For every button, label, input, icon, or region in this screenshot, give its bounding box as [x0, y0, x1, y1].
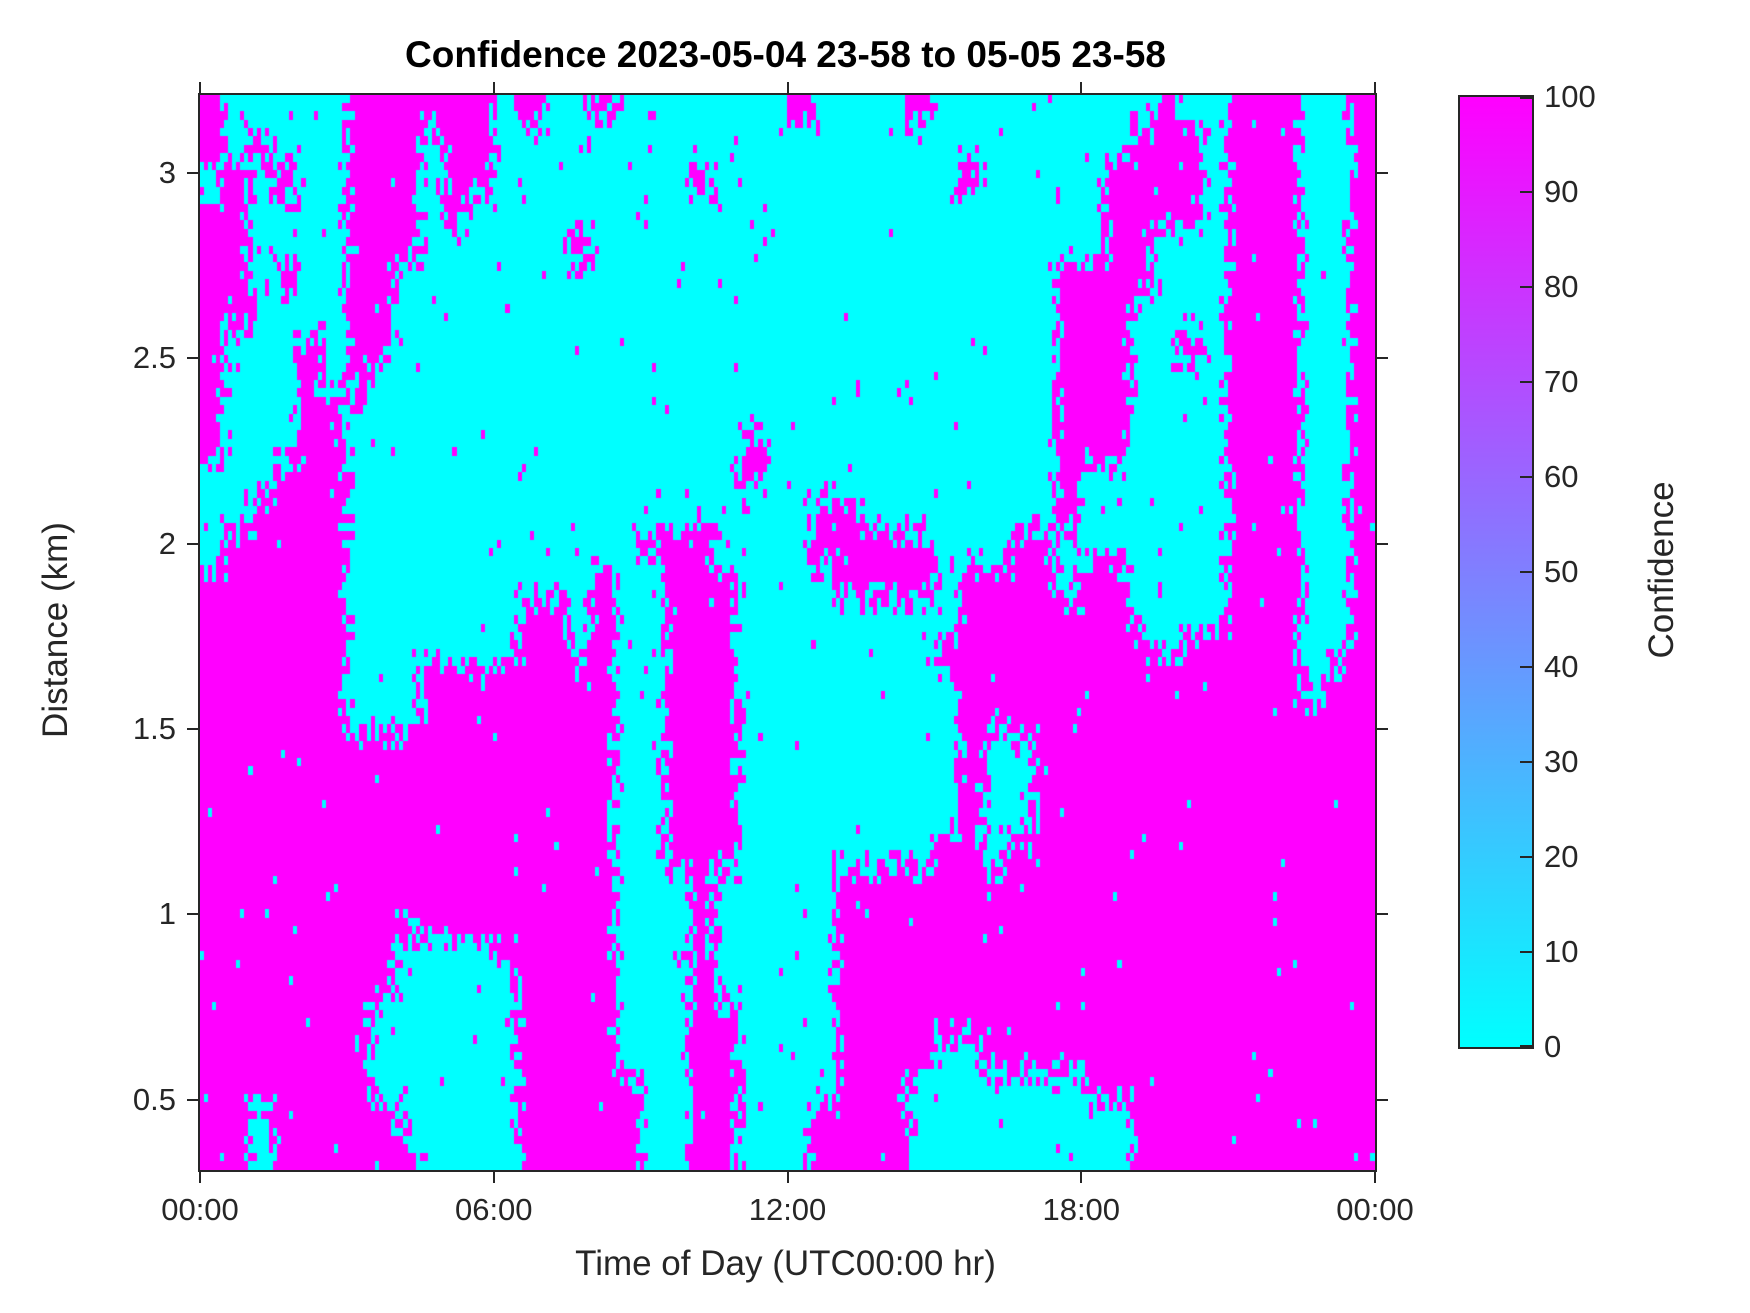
- colorbar-tick-mark: [1520, 191, 1532, 193]
- x-tick-label: 12:00: [748, 1192, 827, 1227]
- y-tick-mark: [1375, 727, 1388, 730]
- y-tick-label: 1.5: [132, 710, 176, 746]
- y-tick-label: 2: [158, 525, 176, 561]
- y-tick-mark: [187, 542, 200, 545]
- y-tick-mark: [1375, 542, 1388, 545]
- colorbar-tick-label: 50: [1544, 554, 1579, 589]
- x-tick-mark: [1080, 82, 1083, 95]
- x-tick-mark: [1374, 1170, 1376, 1183]
- x-tick-mark: [1080, 1170, 1083, 1183]
- x-tick-mark: [199, 82, 201, 95]
- y-tick-mark: [187, 727, 200, 730]
- colorbar-tick-label: 10: [1544, 934, 1579, 969]
- x-tick-label: 18:00: [1042, 1192, 1121, 1227]
- colorbar-tick-label: 20: [1544, 839, 1579, 874]
- colorbar-tick-mark: [1520, 571, 1532, 573]
- x-tick-label: 06:00: [454, 1192, 533, 1227]
- y-axis-label: Distance (km): [36, 522, 75, 738]
- y-tick-label: 3: [158, 154, 176, 190]
- x-axis-label: Time of Day (UTC00:00 hr): [575, 1244, 996, 1283]
- y-tick-mark: [187, 171, 200, 174]
- colorbar-tick-label: 80: [1544, 269, 1579, 304]
- colorbar-tick-label: 40: [1544, 649, 1579, 684]
- colorbar-tick-label: 0: [1544, 1029, 1562, 1064]
- y-tick-label: 1: [158, 896, 176, 932]
- x-tick-mark: [492, 82, 495, 95]
- x-tick-mark: [492, 1170, 495, 1183]
- y-tick-mark: [187, 1098, 200, 1101]
- x-tick-mark: [199, 1170, 201, 1183]
- x-tick-mark: [1374, 82, 1376, 95]
- colorbar-tick-mark: [1520, 856, 1532, 858]
- plot-area: 00:00 06:00 12:00 18:00 00:00 0.5 1 1.5 2 2.5 3: [133, 82, 1414, 1227]
- colorbar-tick-label: 60: [1544, 459, 1579, 494]
- x-tick-label: 00:00: [161, 1192, 239, 1227]
- colorbar-tick-mark: [1520, 476, 1532, 478]
- colorbar-tick-mark: [1520, 286, 1532, 288]
- y-tick-label: 2.5: [132, 340, 176, 376]
- colorbar-tick-mark: [1520, 1045, 1532, 1047]
- colorbar-tick-mark: [1520, 97, 1532, 99]
- heatmap-canvas: [200, 95, 1375, 1170]
- colorbar-tick-mark: [1520, 666, 1532, 668]
- y-tick-mark: [1375, 357, 1388, 360]
- colorbar-tick-mark: [1520, 951, 1532, 953]
- y-tick-mark: [1375, 171, 1388, 174]
- chart-title: Confidence 2023-05-04 23-58 to 05-05 23-…: [405, 34, 1166, 75]
- colorbar-tick-label: 30: [1544, 744, 1579, 779]
- colorbar-tick-label: 90: [1544, 174, 1579, 209]
- colorbar-tick-mark: [1520, 761, 1532, 763]
- colorbar-label: Confidence: [1642, 481, 1681, 659]
- y-tick-label: 0.5: [132, 1081, 176, 1117]
- y-tick-mark: [187, 913, 200, 916]
- y-tick-mark: [187, 357, 200, 360]
- y-tick-mark: [1375, 1098, 1388, 1101]
- y-tick-mark: [1375, 913, 1388, 916]
- x-tick-mark: [786, 1170, 789, 1183]
- x-tick-label: 00:00: [1336, 1192, 1414, 1227]
- colorbar-tick-label: 100: [1544, 79, 1596, 114]
- colorbar-tick-mark: [1520, 381, 1532, 383]
- colorbar-tick-label: 70: [1544, 364, 1579, 399]
- x-tick-mark: [786, 82, 789, 95]
- colorbar: 0 10 20 30 40 50 60 70 80 90 100: [1458, 79, 1596, 1064]
